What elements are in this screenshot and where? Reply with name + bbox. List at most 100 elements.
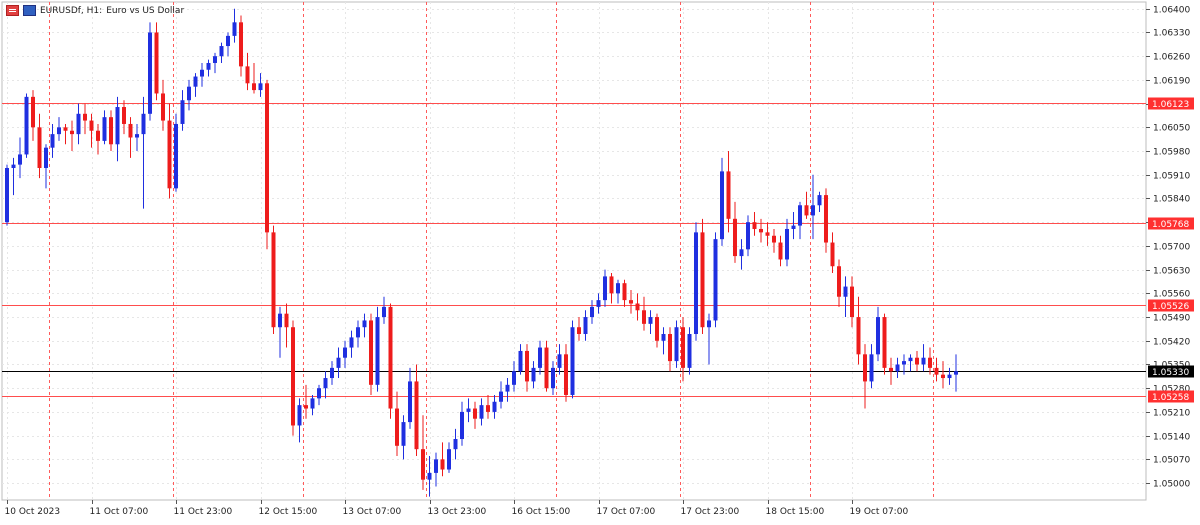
candle-body (505, 384, 510, 392)
candle (466, 398, 471, 423)
candle (479, 398, 484, 426)
level-price-tag (1148, 97, 1194, 110)
candle-body (219, 46, 224, 57)
candle-body (375, 317, 380, 385)
candle (180, 90, 185, 131)
candle-body (70, 130, 74, 135)
candle-body (141, 113, 146, 135)
candle (726, 151, 731, 233)
candle (525, 344, 529, 392)
candle-body (570, 327, 575, 395)
candle-body (934, 367, 939, 375)
candle (902, 354, 906, 375)
candle (596, 293, 601, 314)
y-tick-label: 1.05140 (1153, 433, 1190, 443)
candle (785, 218, 789, 267)
candle-body (408, 381, 412, 423)
candle (291, 320, 295, 436)
candle-body (323, 378, 328, 389)
candle (258, 73, 263, 97)
candle-body (349, 337, 354, 348)
candle (531, 361, 536, 389)
candle (837, 259, 841, 307)
candle (512, 361, 516, 392)
candle-body (882, 317, 887, 368)
chart-title-bar: EURUSDf, H1: Euro vs US Dollar (6, 5, 184, 16)
x-tick-label: 19 Oct 07:00 (850, 507, 909, 517)
candle-body (830, 242, 835, 267)
candle (570, 320, 575, 399)
candle (590, 300, 594, 324)
candle (330, 361, 334, 385)
level-price-tag (1148, 390, 1194, 403)
candle-body (538, 347, 542, 368)
candle-body (648, 317, 653, 324)
candle (408, 367, 412, 429)
y-tick-label: 1.06190 (1153, 77, 1190, 87)
chart-description: Euro vs US Dollar (106, 5, 185, 16)
candle-body (76, 113, 81, 135)
candle-body (843, 286, 848, 297)
candle (518, 344, 523, 375)
candle-body (388, 306, 393, 409)
candle-body (876, 317, 880, 355)
candle-body (24, 96, 29, 155)
candle (102, 110, 107, 145)
candle-body (954, 371, 958, 375)
candle (414, 364, 419, 456)
candle (941, 361, 945, 389)
candle-body (44, 147, 48, 168)
level-price-label: 1.05258 (1152, 393, 1189, 403)
candle (713, 232, 718, 328)
candle (63, 123, 68, 145)
candle (505, 378, 510, 402)
candle (96, 123, 100, 155)
candle (928, 347, 932, 375)
candle-body (512, 371, 516, 385)
candle (850, 276, 854, 328)
candle-body (622, 283, 627, 301)
candle-body (57, 127, 61, 135)
candle-body (707, 320, 711, 328)
candle (421, 415, 425, 490)
candle-body (824, 195, 828, 243)
candle-body (434, 459, 438, 473)
chart-symbol: EURUSDf, H1: (40, 5, 103, 16)
candle-body (746, 222, 750, 250)
candle (947, 367, 952, 385)
level-price-label: 1.06123 (1152, 100, 1189, 110)
candle (388, 303, 393, 419)
candle-body (681, 327, 685, 368)
candle-body (772, 235, 776, 243)
level-price-tag (1148, 217, 1194, 230)
candle (635, 293, 640, 321)
y-tick-label: 1.05910 (1153, 172, 1190, 182)
candle-body (284, 313, 289, 328)
y-tick-label: 1.06050 (1153, 124, 1190, 134)
candle-body (122, 107, 126, 124)
y-tick-label: 1.05490 (1153, 314, 1190, 324)
candle-body (791, 225, 796, 229)
candle (304, 384, 308, 419)
candle (375, 306, 380, 392)
candle-body (869, 354, 874, 382)
candle (37, 113, 42, 179)
candle (89, 113, 94, 148)
candle-body (304, 405, 308, 409)
candle (109, 110, 113, 152)
y-tick-label: 1.05210 (1153, 409, 1190, 419)
candle (226, 32, 230, 57)
candle (882, 313, 887, 375)
candle (804, 191, 809, 219)
candle (128, 117, 133, 158)
candle (343, 340, 347, 368)
candle (557, 344, 562, 375)
candle-body (193, 76, 198, 87)
candle-body (525, 350, 529, 382)
candle (492, 394, 497, 419)
candle (206, 59, 211, 77)
candle-body (629, 300, 633, 304)
candle-body (902, 361, 906, 365)
